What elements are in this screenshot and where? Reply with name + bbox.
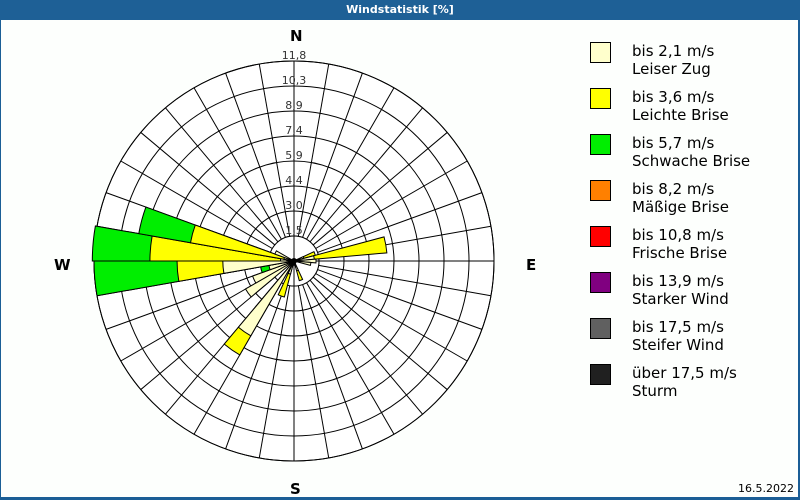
ring-label: 4,4 [285, 174, 303, 187]
legend-swatch [590, 134, 611, 155]
legend-range: bis 13,9 m/s [632, 272, 724, 290]
wind-sector-bar [251, 260, 295, 284]
legend-range: bis 3,6 m/s [632, 88, 715, 106]
wind-sector-bar [293, 236, 388, 262]
chart-title: Windstatistik [%] [0, 0, 800, 20]
legend-name: Leichte Brise [632, 106, 729, 124]
legend-name: Leiser Zug [632, 60, 711, 78]
legend-name: Mäßige Brise [632, 198, 729, 216]
legend-name: Sturm [632, 382, 678, 400]
wind-sector-bar [293, 260, 312, 266]
legend-range: bis 5,7 m/s [632, 134, 715, 152]
legend-range: bis 10,8 m/s [632, 226, 724, 244]
ring-label: 11,8 [282, 49, 307, 62]
wind-sector-bar [244, 260, 295, 298]
legend-range: bis 2,1 m/s [632, 42, 715, 60]
ring-label: 7,4 [285, 124, 303, 137]
ring-label: 1,5 [285, 224, 303, 237]
legend-swatch [590, 272, 611, 293]
legend-swatch [590, 364, 611, 385]
legend-range: bis 8,2 m/s [632, 180, 715, 198]
legend-name: Schwache Brise [632, 152, 751, 170]
legend-name: Steifer Wind [632, 336, 724, 354]
compass-east: E [526, 256, 537, 274]
wind-sector-bar [189, 224, 295, 262]
legend-swatch [590, 226, 611, 247]
legend-swatch [590, 180, 611, 201]
ring-label: 8,9 [285, 99, 303, 112]
ring-label: 3,0 [285, 199, 303, 212]
legend-name: Starker Wind [632, 290, 729, 308]
ring-label: 5,9 [285, 149, 303, 162]
legend-swatch [590, 42, 611, 63]
compass-north: N [290, 27, 303, 45]
date-label: 16.5.2022 [738, 482, 794, 495]
wind-sector-bar [274, 250, 295, 262]
compass-west: W [54, 256, 71, 274]
legend-swatch [590, 318, 611, 339]
legend-range: bis 17,5 m/s [632, 318, 724, 336]
compass-south: S [290, 480, 301, 498]
wind-sector-bar [237, 260, 295, 337]
legend-swatch [590, 88, 611, 109]
ring-label: 10,3 [282, 74, 307, 87]
legend-name: Frische Brise [632, 244, 728, 262]
legend-range: über 17,5 m/s [632, 364, 737, 382]
